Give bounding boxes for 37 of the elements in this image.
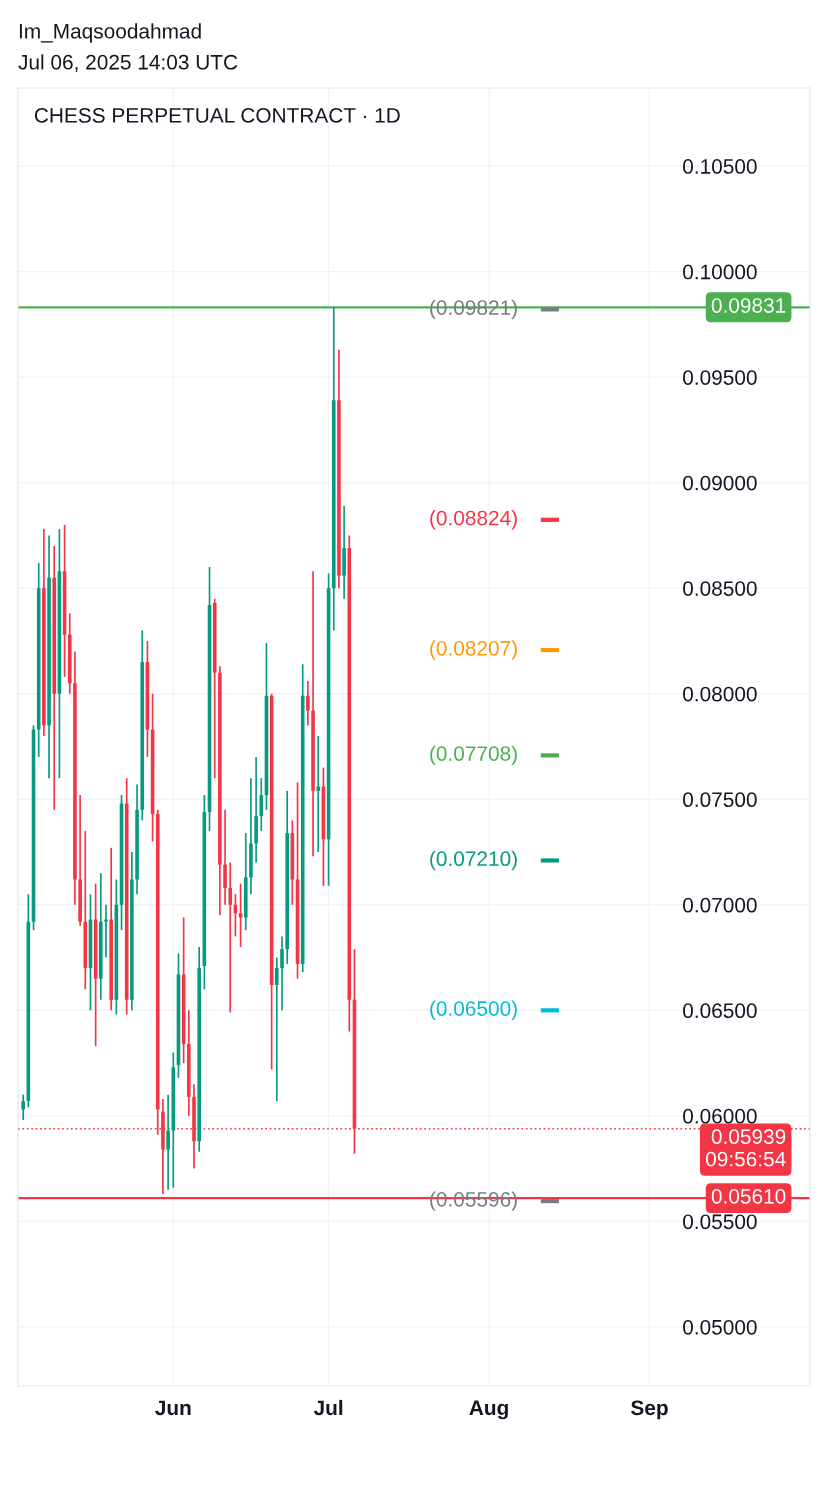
ref-line-label: 0.09831 (711, 298, 786, 313)
text: Jul 06, 2025 14:03 UTC (18, 54, 238, 73)
y-tick-label: 0.10000 (683, 264, 757, 280)
y-tick-label: 0.07500 (683, 792, 757, 808)
x-tick-label: Sep (631, 1400, 668, 1420)
y-tick-label: 0.08500 (683, 581, 757, 596)
y-tick-label: 0.06500 (683, 1003, 757, 1019)
text: Im_Maqsoodahmad (19, 23, 201, 43)
ref-line-label: 0.05610 (711, 1189, 786, 1204)
ref-line-label: (0.08207) (430, 640, 517, 660)
y-tick-label: 0.07000 (683, 897, 757, 913)
y-tick-label: 0.05500 (683, 1214, 757, 1230)
x-tick-label: Jun (155, 1400, 191, 1416)
candlestick (223, 808, 227, 906)
candlestick (259, 777, 264, 832)
x-tick-label: Aug (469, 1400, 508, 1420)
ref-line-label: (0.07708) (430, 745, 517, 766)
y-tick-label: 0.08000 (683, 686, 757, 702)
y-tick-label: 0.05000 (683, 1319, 757, 1335)
candlestick (306, 680, 310, 727)
y-tick-label: 0.10500 (683, 159, 757, 174)
candlestick (21, 1093, 25, 1121)
candlestick (228, 861, 233, 1014)
candlestick (316, 735, 321, 853)
candlestick (166, 1093, 170, 1191)
y-tick-label: 0.09000 (683, 475, 757, 491)
ref-line-label: (0.08824) (430, 510, 517, 530)
candlestick (275, 956, 279, 1102)
y-tick-label: 0.09500 (683, 370, 757, 385)
candlestick (104, 903, 108, 959)
y-tick-label: 0.06000 (683, 1108, 757, 1124)
ref-line-label: (0.06500) (430, 1000, 517, 1021)
ref-line-label: (0.07210) (430, 850, 517, 871)
text: CHESS PERPETUAL CONTRACT · 1D (34, 108, 400, 123)
ref-line-label: 0.05939 09:56:54 (705, 1129, 786, 1167)
x-tick-label: Jul (313, 1399, 343, 1416)
candlestick (280, 935, 284, 1012)
